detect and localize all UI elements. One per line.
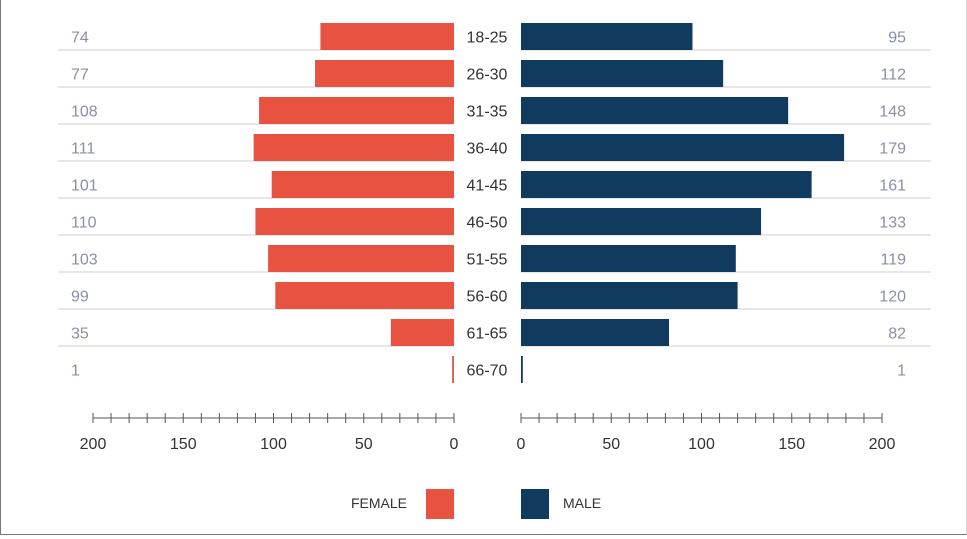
age-group-label: 51-55 <box>467 252 508 269</box>
labels: 74 95 18-25 77 112 26-30 108 148 31-35 111 179 36-4… <box>71 30 906 380</box>
male-value-label: 179 <box>879 141 906 158</box>
female-value-label: 108 <box>71 104 98 121</box>
female-value-label: 110 <box>71 215 97 232</box>
female-axis-tick-label: 100 <box>260 436 287 453</box>
female-bar <box>253 134 454 161</box>
legend-male-label: MALE <box>563 495 601 511</box>
age-group-label: 36-40 <box>467 141 508 158</box>
female-bar <box>320 23 454 50</box>
male-value-label: 120 <box>879 289 906 306</box>
bars <box>253 23 845 383</box>
female-value-label: 103 <box>71 252 98 269</box>
male-axis-tick-label: 100 <box>688 436 715 453</box>
age-group-label: 41-45 <box>467 178 508 195</box>
legend-male-swatch <box>521 489 549 519</box>
female-bar <box>255 208 454 235</box>
male-value-label: 133 <box>879 215 906 232</box>
age-group-label: 26-30 <box>467 67 508 84</box>
female-bar <box>275 282 454 309</box>
male-value-label: 161 <box>879 178 906 195</box>
male-bar <box>521 356 523 383</box>
female-value-label: 77 <box>71 67 89 84</box>
female-axis-tick-label: 150 <box>170 436 197 453</box>
axes: 200 150 100 50 0 0 50 100 150 200 <box>80 413 896 453</box>
age-group-label: 66-70 <box>467 363 508 380</box>
age-group-label: 56-60 <box>467 289 508 306</box>
female-bar <box>390 319 454 346</box>
male-value-label: 1 <box>897 363 906 380</box>
female-axis-tick-label: 50 <box>355 436 373 453</box>
male-bar <box>521 282 738 309</box>
female-value-label: 111 <box>71 141 95 158</box>
female-bar <box>259 97 454 124</box>
age-group-label: 61-65 <box>467 326 508 343</box>
female-axis-tick-label: 200 <box>80 436 107 453</box>
male-bar <box>521 23 693 50</box>
male-bar <box>521 97 789 124</box>
male-bar <box>521 208 762 235</box>
male-axis-tick-label: 0 <box>517 436 526 453</box>
female-bar <box>268 245 454 272</box>
female-value-label: 1 <box>71 363 80 380</box>
male-axis-tick-label: 150 <box>778 436 805 453</box>
male-value-label: 82 <box>888 326 906 343</box>
female-value-label: 99 <box>71 289 89 306</box>
male-value-label: 119 <box>880 252 906 269</box>
male-value-label: 112 <box>880 67 906 84</box>
male-bar <box>521 319 670 346</box>
male-axis-tick-label: 200 <box>869 436 896 453</box>
male-bar <box>521 171 812 198</box>
female-bar <box>452 356 454 383</box>
legend-female-swatch <box>426 489 454 519</box>
male-bar <box>521 134 845 161</box>
female-value-label: 35 <box>71 326 89 343</box>
age-group-label: 31-35 <box>467 104 508 121</box>
male-axis-tick-label: 50 <box>602 436 620 453</box>
female-bar <box>315 60 454 87</box>
legend: FEMALE MALE <box>351 489 601 519</box>
female-value-label: 101 <box>71 178 98 195</box>
male-value-label: 148 <box>879 104 906 121</box>
legend-female-label: FEMALE <box>351 495 407 511</box>
female-value-label: 74 <box>71 30 89 47</box>
female-bar <box>271 171 454 198</box>
female-axis-tick-label: 0 <box>450 436 459 453</box>
age-group-label: 18-25 <box>467 30 508 47</box>
male-bar <box>521 60 724 87</box>
male-bar <box>521 245 736 272</box>
age-group-label: 46-50 <box>467 215 508 232</box>
male-value-label: 95 <box>888 30 906 47</box>
